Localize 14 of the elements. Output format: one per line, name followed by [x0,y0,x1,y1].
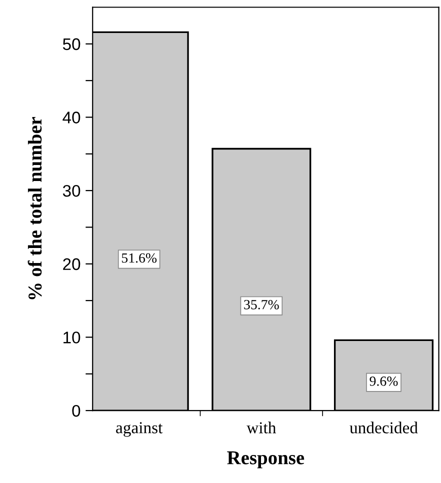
x-tick-label: with [246,422,276,434]
x-axis-title: Response [227,451,304,468]
y-tick-label: 50 [62,38,80,50]
data-label: 9.6% [370,376,398,386]
x-tick-label: undecided [350,422,418,434]
y-tick-label: 10 [64,332,80,344]
y-tick-label: 30 [62,184,80,197]
x-tick-label: against [116,422,163,437]
y-tick-label: 0 [72,404,80,417]
data-label: 51.6% [122,253,157,263]
y-axis-title: % of the total number [28,116,42,300]
y-tick-label: 40 [62,112,80,124]
data-label: 35.7% [244,300,279,310]
y-tick-label: 20 [63,258,80,270]
